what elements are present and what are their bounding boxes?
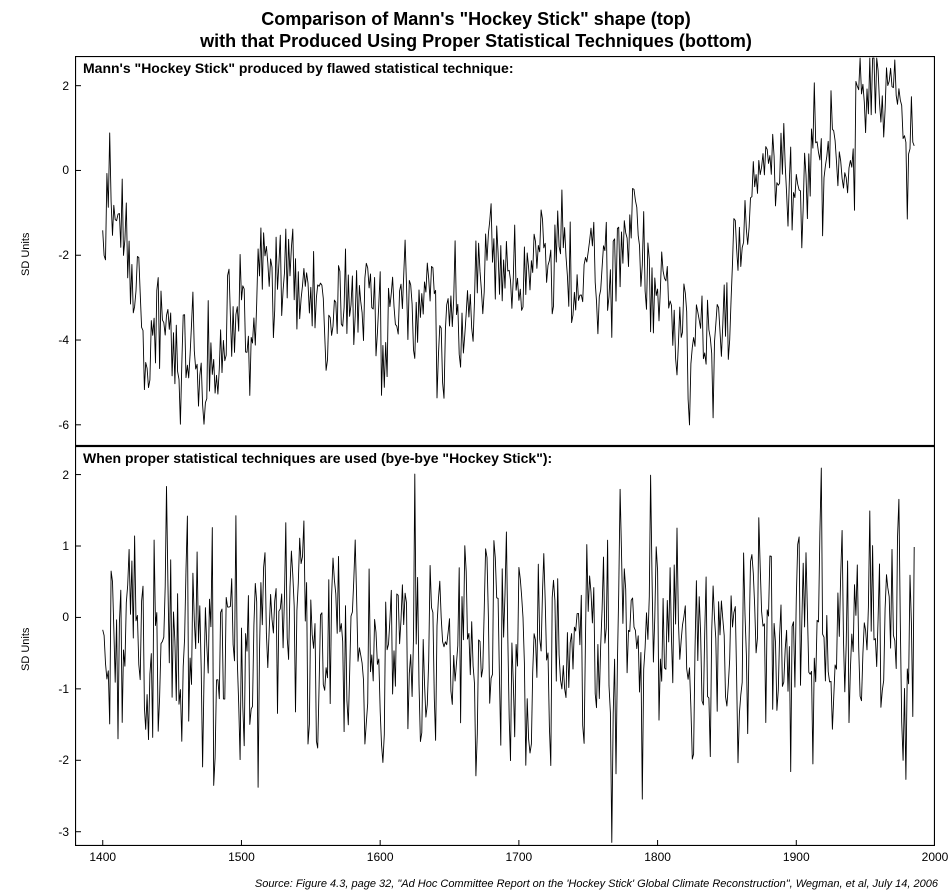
y-tick-label: 1 xyxy=(39,539,69,553)
x-tick-label: 1600 xyxy=(360,850,400,864)
y-tick-label: -2 xyxy=(39,753,69,767)
bottom-caption: When proper statistical techniques are u… xyxy=(83,450,552,466)
chart-title: Comparison of Mann's "Hockey Stick" shap… xyxy=(0,8,952,52)
y-tick-label: 0 xyxy=(39,610,69,624)
y-tick-label: -2 xyxy=(39,248,69,262)
x-tick-label: 1500 xyxy=(221,850,261,864)
title-line-1: Comparison of Mann's "Hockey Stick" shap… xyxy=(0,8,952,30)
y-tick-label: -6 xyxy=(39,418,69,432)
ylabel-top: SD Units xyxy=(20,233,32,276)
y-tick-label: -3 xyxy=(39,825,69,839)
top-caption: Mann's "Hockey Stick" produced by flawed… xyxy=(83,60,514,76)
y-tick-label: -1 xyxy=(39,682,69,696)
x-tick-label: 2000 xyxy=(915,850,952,864)
source-citation: Source: Figure 4.3, page 32, "Ad Hoc Com… xyxy=(255,878,938,890)
title-line-2: with that Produced Using Proper Statisti… xyxy=(0,30,952,52)
x-tick-label: 1900 xyxy=(776,850,816,864)
proper-technique-chart xyxy=(75,446,935,846)
y-tick-label: 2 xyxy=(39,468,69,482)
ylabel-bottom: SD Units xyxy=(20,628,32,671)
x-tick-label: 1800 xyxy=(638,850,678,864)
y-tick-label: 2 xyxy=(39,79,69,93)
x-tick-label: 1400 xyxy=(83,850,123,864)
x-tick-label: 1700 xyxy=(499,850,539,864)
hockey-stick-chart xyxy=(75,56,935,446)
y-tick-label: -4 xyxy=(39,333,69,347)
y-tick-label: 0 xyxy=(39,163,69,177)
